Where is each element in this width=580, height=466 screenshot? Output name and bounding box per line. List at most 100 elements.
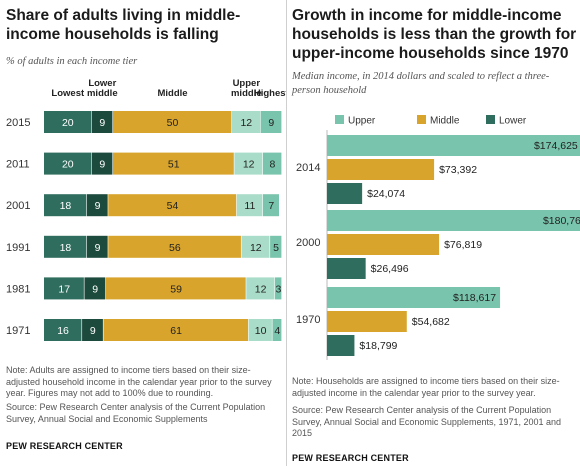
bar-lower-middle-2001 — [86, 194, 108, 217]
data-label-highest-1981: 3 — [276, 283, 282, 295]
bar-middle-1981 — [105, 277, 246, 300]
legend-label-upper: Upper — [348, 116, 376, 127]
category-label-2000: 2000 — [296, 237, 320, 249]
bar-upper-middle-2011 — [234, 152, 263, 175]
panel-divider — [286, 0, 287, 466]
data-label-lower-2000: $26,496 — [371, 263, 409, 275]
data-label-upper-middle-1971: 10 — [255, 325, 267, 337]
bar-lowest-1981 — [44, 277, 84, 300]
legend-label-middle: Middle — [430, 116, 460, 127]
bar-middle-1970 — [327, 311, 407, 332]
bar-lowest-1971 — [44, 319, 82, 341]
data-label-upper-2014: $174,625 — [534, 140, 578, 152]
legend-label-lower-middle: Lower middle — [87, 78, 118, 99]
bar-highest-1971 — [272, 319, 282, 341]
data-label-middle-1991: 56 — [169, 242, 181, 254]
data-label-lower-middle-1991: 9 — [95, 242, 101, 254]
bar-upper-middle-2001 — [236, 194, 263, 217]
legend-label-line: Middle — [157, 88, 187, 99]
data-label-lower-1970: $18,799 — [359, 340, 397, 352]
bar-highest-1991 — [270, 235, 282, 258]
legend-label-middle: Middle — [157, 88, 187, 99]
category-label-2001: 2001 — [6, 200, 30, 212]
bar-upper-1970 — [327, 287, 501, 308]
bar-highest-2001 — [262, 194, 280, 217]
bar-middle-1971 — [103, 319, 249, 341]
data-label-lowest-1971: 16 — [57, 325, 69, 337]
data-label-highest-1991: 5 — [273, 242, 279, 254]
data-label-lower-middle-2001: 9 — [95, 200, 101, 212]
data-label-lowest-2015: 20 — [62, 117, 74, 129]
right-note: Note: Households are assigned to income … — [292, 376, 560, 398]
data-label-upper-middle-2015: 12 — [240, 117, 252, 129]
left-chart-subtitle: % of adults in each income tier — [6, 56, 138, 67]
bar-lower-middle-1981 — [84, 277, 106, 300]
data-label-highest-1971: 4 — [274, 325, 280, 337]
data-label-middle-2000: $76,819 — [444, 239, 482, 251]
category-label-2015: 2015 — [6, 117, 30, 129]
left-note: Note: Adults are assigned to income tier… — [6, 365, 272, 398]
left-chart-title: Share of adults living in middle-income … — [6, 7, 241, 43]
legend-label-highest: Highest — [254, 88, 286, 99]
bar-highest-2011 — [262, 152, 282, 175]
bar-upper-2014 — [327, 135, 580, 156]
data-label-lowest-1981: 17 — [58, 283, 70, 295]
data-label-lowest-2011: 20 — [62, 159, 74, 171]
bar-upper-middle-1971 — [248, 319, 272, 341]
bar-middle-2011 — [113, 152, 234, 175]
category-label-1981: 1981 — [6, 283, 30, 295]
legend-label-line: middle — [231, 88, 262, 99]
right-source: Source: Pew Research Center analysis of … — [292, 405, 562, 438]
bar-lower-middle-2011 — [91, 152, 113, 175]
legend-label-line: Upper — [233, 78, 261, 89]
bar-lowest-2015 — [44, 111, 91, 133]
legend-label-line: Lowest — [51, 88, 85, 99]
legend-label-lowest: Lowest — [51, 88, 85, 99]
bar-upper-2000 — [327, 210, 580, 231]
bar-lower-middle-1971 — [82, 319, 103, 341]
left-panel: Share of adults living in middle-income … — [0, 0, 286, 466]
data-label-middle-2015: 50 — [167, 117, 179, 129]
data-label-lower-middle-2015: 9 — [99, 117, 105, 129]
bar-lower-2014 — [327, 183, 363, 204]
bar-lower-1970 — [327, 335, 355, 356]
bar-highest-2015 — [260, 111, 282, 133]
data-label-lower-middle-1981: 9 — [92, 283, 98, 295]
left-source: Source: Pew Research Center analysis of … — [6, 402, 266, 424]
legend-label-line: middle — [87, 88, 118, 99]
bar-middle-2014 — [327, 159, 435, 180]
bar-lower-middle-1991 — [86, 235, 108, 258]
category-label-1991: 1991 — [6, 242, 30, 254]
data-label-upper-2000: $180,769 — [543, 215, 580, 227]
data-label-highest-2001: 7 — [268, 200, 274, 212]
data-label-upper-1970: $118,617 — [453, 292, 496, 304]
left-credit: PEW RESEARCH CENTER — [6, 441, 123, 451]
data-label-upper-middle-1991: 12 — [250, 242, 262, 254]
legend-swatch-upper — [335, 115, 344, 124]
right-chart-title: Growth in income for middle-income house… — [292, 7, 577, 62]
data-label-middle-1970: $54,682 — [412, 316, 450, 328]
bar-lower-2000 — [327, 258, 366, 279]
data-label-middle-2001: 54 — [167, 200, 179, 212]
category-label-2011: 2011 — [6, 159, 30, 171]
bar-lowest-2011 — [44, 152, 91, 175]
data-label-lowest-2001: 18 — [60, 200, 72, 212]
bar-middle-2001 — [108, 194, 237, 217]
data-label-highest-2015: 9 — [268, 117, 274, 129]
legend-label-line: Lower — [88, 78, 116, 89]
bar-upper-middle-1981 — [246, 277, 275, 300]
data-label-lower-middle-1971: 9 — [90, 325, 96, 337]
category-label-2014: 2014 — [296, 162, 320, 174]
grouped-bar-chart: Upper Middle Lower 2014 $174,625 $73,392 $24,0… — [296, 115, 580, 360]
bar-middle-2015 — [113, 111, 232, 133]
bar-highest-1981 — [274, 277, 282, 300]
right-chart-subtitle: Median income, in 2014 dollars and scale… — [292, 71, 550, 96]
bar-upper-middle-1991 — [241, 235, 270, 258]
bar-lowest-1991 — [44, 235, 87, 258]
legend-label-lower: Lower — [499, 116, 527, 127]
bar-upper-middle-2015 — [232, 111, 260, 133]
right-panel: Growth in income for middle-income house… — [287, 0, 580, 466]
bar-middle-2000 — [327, 234, 440, 255]
data-label-lower-2014: $24,074 — [367, 188, 405, 200]
